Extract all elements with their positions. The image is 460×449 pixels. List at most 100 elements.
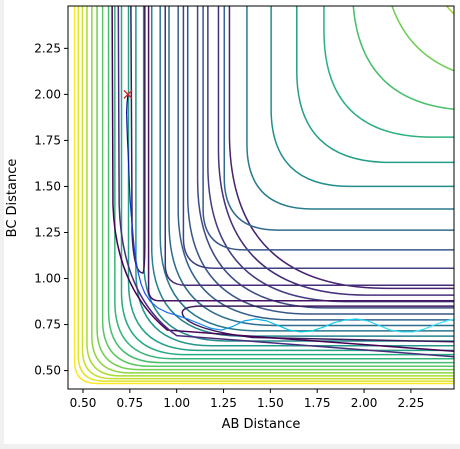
contour-line bbox=[296, 6, 454, 164]
start-marker bbox=[123, 89, 133, 99]
trajectory-segment bbox=[135, 259, 139, 274]
contour-line bbox=[177, 6, 454, 321]
trajectory-segment bbox=[310, 326, 324, 332]
contour-lines bbox=[73, 6, 454, 385]
y-axis-ticks: 0.50 0.75 1.00 1.25 1.50 1.75 2.00 2.25 bbox=[34, 41, 68, 378]
trajectory-segment bbox=[137, 272, 142, 285]
trajectory-segment bbox=[198, 323, 212, 329]
x-axis-label: AB Distance bbox=[222, 417, 301, 432]
trajectory-segment bbox=[126, 141, 129, 158]
y-tick-label: 1.00 bbox=[34, 272, 61, 286]
trajectory-segment bbox=[133, 244, 137, 261]
x-tick-label: 1.75 bbox=[304, 396, 331, 410]
contour-line bbox=[96, 6, 454, 371]
contour-line bbox=[246, 6, 454, 210]
contour-line bbox=[81, 6, 454, 380]
y-tick-label: 0.75 bbox=[34, 318, 61, 332]
contour-line bbox=[86, 6, 454, 377]
window-left-edge bbox=[0, 0, 4, 449]
trajectory-segment bbox=[412, 328, 425, 333]
y-tick-label: 2.00 bbox=[34, 87, 61, 101]
contour-line bbox=[182, 6, 454, 270]
trajectory-segment bbox=[322, 322, 335, 328]
x-tick-label: 0.75 bbox=[116, 396, 143, 410]
trajectory-segment bbox=[434, 320, 448, 326]
trajectory-segment bbox=[423, 323, 436, 330]
trajectory-segment bbox=[187, 318, 200, 325]
x-tick-label: 0.50 bbox=[70, 396, 97, 410]
plot-frame bbox=[67, 5, 455, 390]
x-axis-ticks: 0.50 0.75 1.00 1.25 1.50 1.75 2.00 2.25 bbox=[70, 389, 425, 410]
contour-line bbox=[391, 6, 454, 72]
trajectory-segment bbox=[130, 215, 134, 232]
contour-line bbox=[159, 6, 454, 332]
trajectory-segment bbox=[140, 283, 146, 294]
contour-line bbox=[120, 6, 454, 356]
contour-line bbox=[202, 6, 454, 251]
x-tick-label: 1.50 bbox=[257, 396, 284, 410]
contour-line bbox=[101, 6, 454, 367]
contour-line bbox=[130, 6, 146, 274]
trajectory-segment bbox=[355, 318, 369, 322]
contour-line bbox=[217, 6, 454, 296]
contour-line bbox=[111, 6, 454, 352]
y-axis-label: BC Distance bbox=[5, 159, 20, 238]
contour-line bbox=[196, 6, 454, 309]
trajectory-segment bbox=[277, 324, 290, 331]
contour-line bbox=[147, 6, 454, 302]
x-tick-label: 2.25 bbox=[398, 396, 425, 410]
window-bottom-edge bbox=[0, 444, 460, 449]
contour-line bbox=[127, 6, 454, 352]
x-tick-label: 2.00 bbox=[351, 396, 378, 410]
trajectory-segment bbox=[176, 314, 189, 320]
contour-line bbox=[168, 6, 454, 327]
trajectory-segment bbox=[254, 318, 268, 322]
trajectory-segment bbox=[166, 311, 178, 316]
y-tick-label: 1.50 bbox=[34, 179, 61, 193]
contour-line bbox=[164, 6, 454, 286]
trajectory-segment bbox=[132, 230, 135, 246]
y-tick-label: 1.75 bbox=[34, 133, 61, 147]
trajectory-segment bbox=[232, 320, 245, 327]
trajectory-segment bbox=[126, 93, 129, 105]
trajectory-segment bbox=[243, 318, 256, 322]
trajectory-segment bbox=[126, 126, 129, 143]
contour-line bbox=[117, 6, 454, 358]
trajectory-segment bbox=[149, 300, 159, 309]
contour-line bbox=[107, 6, 454, 364]
trajectory-segment bbox=[288, 329, 301, 333]
contour-line bbox=[352, 6, 454, 110]
y-tick-label: 2.25 bbox=[34, 41, 61, 55]
trajectory-segment bbox=[129, 200, 132, 217]
trajectory-segment bbox=[128, 185, 131, 202]
contour-line bbox=[114, 6, 454, 360]
trajectory-segment bbox=[128, 171, 131, 188]
contour-line bbox=[270, 6, 454, 188]
contour-line bbox=[91, 6, 454, 374]
trajectory-path bbox=[126, 93, 454, 333]
trajectory-segment bbox=[144, 292, 152, 303]
start-marker-stroke bbox=[123, 89, 133, 99]
x-tick-label: 1.00 bbox=[163, 396, 190, 410]
trajectory-segment bbox=[157, 307, 168, 314]
contour-line bbox=[135, 6, 454, 347]
trajectory-segment bbox=[266, 320, 279, 327]
contour-line bbox=[73, 6, 454, 385]
trajectory-segment bbox=[378, 324, 391, 331]
trajectory-segment bbox=[209, 327, 223, 331]
contour-line bbox=[323, 6, 454, 138]
contour-line bbox=[150, 6, 454, 337]
trajectory-segment bbox=[333, 319, 346, 324]
y-tick-label: 1.25 bbox=[34, 225, 61, 239]
trajectory-segment bbox=[389, 329, 403, 333]
trajectory-segment bbox=[344, 318, 358, 321]
trajectory-segment bbox=[445, 318, 454, 322]
contour-line bbox=[186, 6, 454, 315]
trajectory-segment bbox=[299, 330, 313, 333]
trajectory-segment bbox=[127, 156, 130, 173]
trajectory-segment bbox=[221, 325, 234, 331]
y-tick-label: 0.50 bbox=[34, 364, 61, 378]
trajectory-segment bbox=[367, 320, 380, 327]
contour-line bbox=[223, 6, 454, 231]
